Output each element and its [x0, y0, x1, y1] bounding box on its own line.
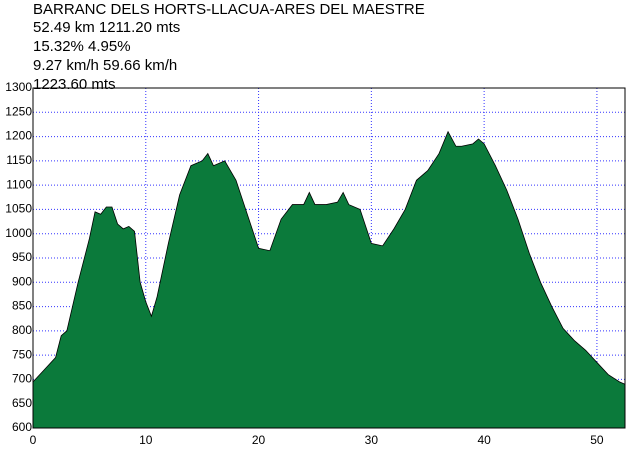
header-line: 1223.60 mts [33, 76, 116, 93]
x-tick-label: 10 [139, 433, 153, 447]
y-tick-label: 1050 [5, 202, 32, 216]
y-tick-label: 1300 [5, 80, 32, 94]
y-tick-label: 750 [12, 347, 32, 361]
x-tick-label: 50 [590, 433, 604, 447]
header-line: 52.49 km 1211.20 mts [33, 19, 180, 36]
x-tick-label: 30 [365, 433, 379, 447]
y-tick-label: 1200 [5, 129, 32, 143]
x-tick-label: 40 [477, 433, 491, 447]
y-tick-label: 1150 [6, 153, 32, 167]
elevation-area [33, 131, 625, 428]
y-tick-label: 1000 [5, 226, 32, 240]
header-line: 15.32% 4.95% [33, 38, 131, 55]
x-tick-label: 20 [252, 433, 266, 447]
elevation-line [32, 130, 626, 385]
y-tick-label: 1250 [5, 104, 32, 118]
y-tick-label: 900 [12, 274, 32, 288]
y-tick-label: 850 [12, 299, 32, 313]
y-tick-label: 950 [12, 250, 32, 264]
x-tick-label: 0 [30, 433, 37, 447]
y-tick-label: 600 [12, 420, 32, 434]
y-tick-label: 800 [12, 323, 32, 337]
plot-border [32, 87, 626, 429]
y-tick-label: 650 [12, 396, 32, 410]
y-tick-label: 1100 [6, 177, 32, 191]
header-line: 9.27 km/h 59.66 km/h [33, 57, 177, 74]
chart-title: BARRANC DELS HORTS-LLACUA-ARES DEL MAEST… [33, 1, 425, 18]
y-tick-label: 700 [12, 372, 32, 386]
